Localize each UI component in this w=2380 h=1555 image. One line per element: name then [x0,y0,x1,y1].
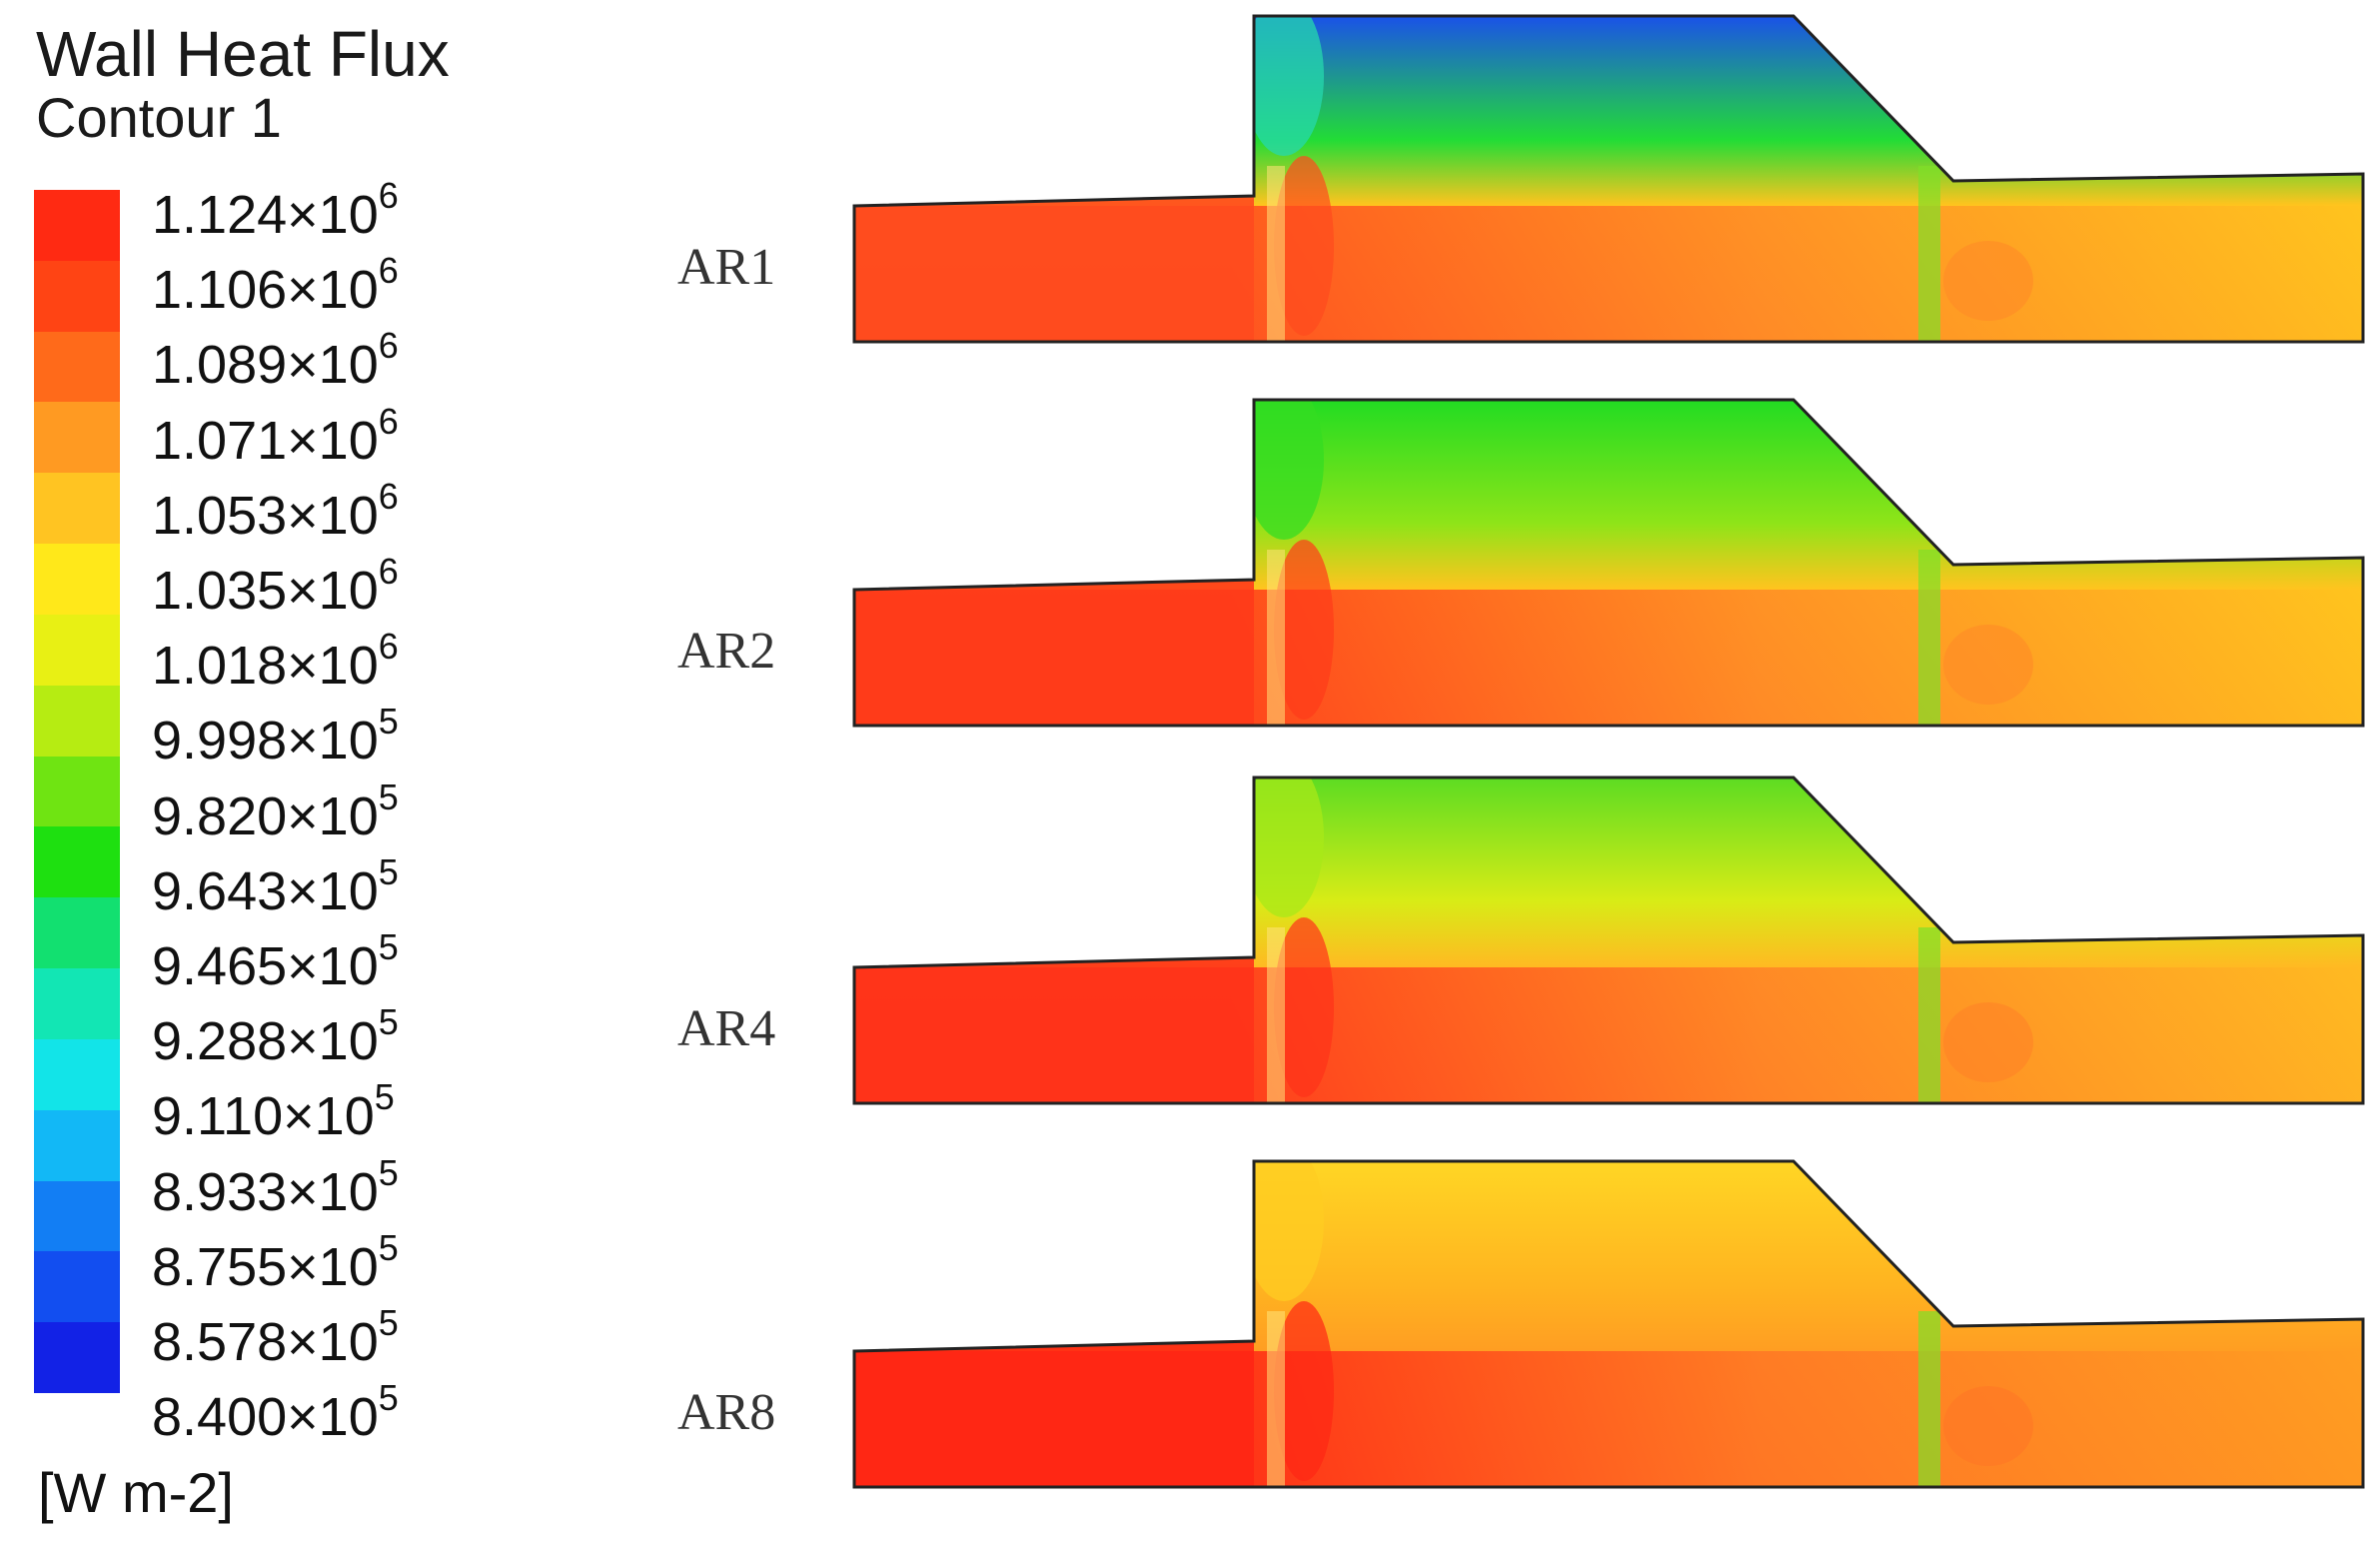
colorbar-band [34,685,120,757]
colorbar-band [34,473,120,545]
panel-outline [852,14,2365,344]
colorbar-tick-label: 9.288×105 [152,1001,399,1072]
colorbar-tick-label: 1.106×106 [152,250,399,321]
colorbar-band [34,756,120,827]
colorbar-band [34,1251,120,1323]
panel-outline [852,1159,2365,1489]
colorbar-band [34,826,120,898]
contour-panel-ar4 [854,778,2363,1103]
colorbar-band [34,614,120,686]
colorbar-tick-label: 9.643×105 [152,850,399,921]
colorbar-tick-label: 8.400×105 [152,1377,399,1448]
legend-subtitle: Contour 1 [36,86,282,149]
colorbar-tick-label: 9.465×105 [152,926,399,996]
colorbar-tick-label: 1.089×106 [152,325,399,396]
panel-label: AR1 [677,239,776,296]
colorbar-tick-label: 9.820×105 [152,776,399,846]
contour-panel-ar2 [854,400,2363,726]
colorbar-band [34,1038,120,1110]
colorbar-band [34,331,120,403]
colorbar-band [34,544,120,615]
colorbar-tick-label: 8.578×105 [152,1302,399,1372]
colorbar-band [34,968,120,1039]
colorbar-tick-label: 8.933×105 [152,1151,399,1222]
colorbar-tick-label: 9.998×105 [152,701,399,772]
contour-panel-ar1 [854,16,2363,342]
colorbar-band [34,402,120,474]
colorbar-band [34,190,120,261]
colorbar-tick-label: 1.053×106 [152,475,399,546]
colorbar-band [34,260,120,332]
colorbar-band [34,897,120,969]
colorbar-tick-label: 8.755×105 [152,1226,399,1297]
colorbar-tick-label: 9.110×105 [152,1076,395,1147]
panel-outline [852,398,2365,728]
colorbar-band [34,1109,120,1181]
panel-label: AR4 [677,1000,776,1057]
panel-label: AR2 [677,623,776,680]
legend-units: [W m-2] [38,1461,234,1524]
contour-panel-ar8 [854,1161,2363,1487]
colorbar [34,190,120,1394]
colorbar-tick-label: 1.035×106 [152,551,399,621]
colorbar-band [34,1322,120,1394]
colorbar-band [34,1180,120,1252]
panel-label: AR8 [677,1384,776,1441]
colorbar-tick-label: 1.071×106 [152,400,399,471]
panel-outline [852,776,2365,1105]
colorbar-tick-label: 1.018×106 [152,626,399,697]
legend-title: Wall Heat Flux [36,18,450,90]
colorbar-tick-label: 1.124×106 [152,175,399,245]
